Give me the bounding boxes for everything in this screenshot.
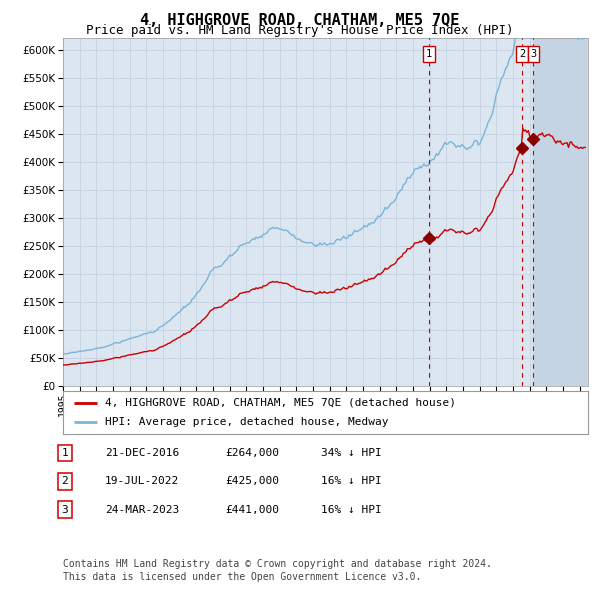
Text: 34% ↓ HPI: 34% ↓ HPI <box>321 448 382 458</box>
Text: 19-JUL-2022: 19-JUL-2022 <box>105 477 179 486</box>
Text: 16% ↓ HPI: 16% ↓ HPI <box>321 505 382 514</box>
Text: 4, HIGHGROVE ROAD, CHATHAM, ME5 7QE: 4, HIGHGROVE ROAD, CHATHAM, ME5 7QE <box>140 13 460 28</box>
Text: 4, HIGHGROVE ROAD, CHATHAM, ME5 7QE (detached house): 4, HIGHGROVE ROAD, CHATHAM, ME5 7QE (det… <box>105 398 456 408</box>
Text: £441,000: £441,000 <box>225 505 279 514</box>
Text: 1: 1 <box>426 49 432 59</box>
Text: £425,000: £425,000 <box>225 477 279 486</box>
Text: HPI: Average price, detached house, Medway: HPI: Average price, detached house, Medw… <box>105 417 389 427</box>
Text: Price paid vs. HM Land Registry's House Price Index (HPI): Price paid vs. HM Land Registry's House … <box>86 24 514 37</box>
Bar <box>533 38 600 386</box>
Text: Contains HM Land Registry data © Crown copyright and database right 2024.
This d: Contains HM Land Registry data © Crown c… <box>63 559 492 582</box>
Text: 2: 2 <box>61 477 68 486</box>
Text: 1: 1 <box>61 448 68 458</box>
Text: £264,000: £264,000 <box>225 448 279 458</box>
Text: 2: 2 <box>519 49 525 59</box>
Text: 24-MAR-2023: 24-MAR-2023 <box>105 505 179 514</box>
Text: 3: 3 <box>530 49 536 59</box>
Text: 21-DEC-2016: 21-DEC-2016 <box>105 448 179 458</box>
Text: 3: 3 <box>61 505 68 514</box>
Text: 16% ↓ HPI: 16% ↓ HPI <box>321 477 382 486</box>
